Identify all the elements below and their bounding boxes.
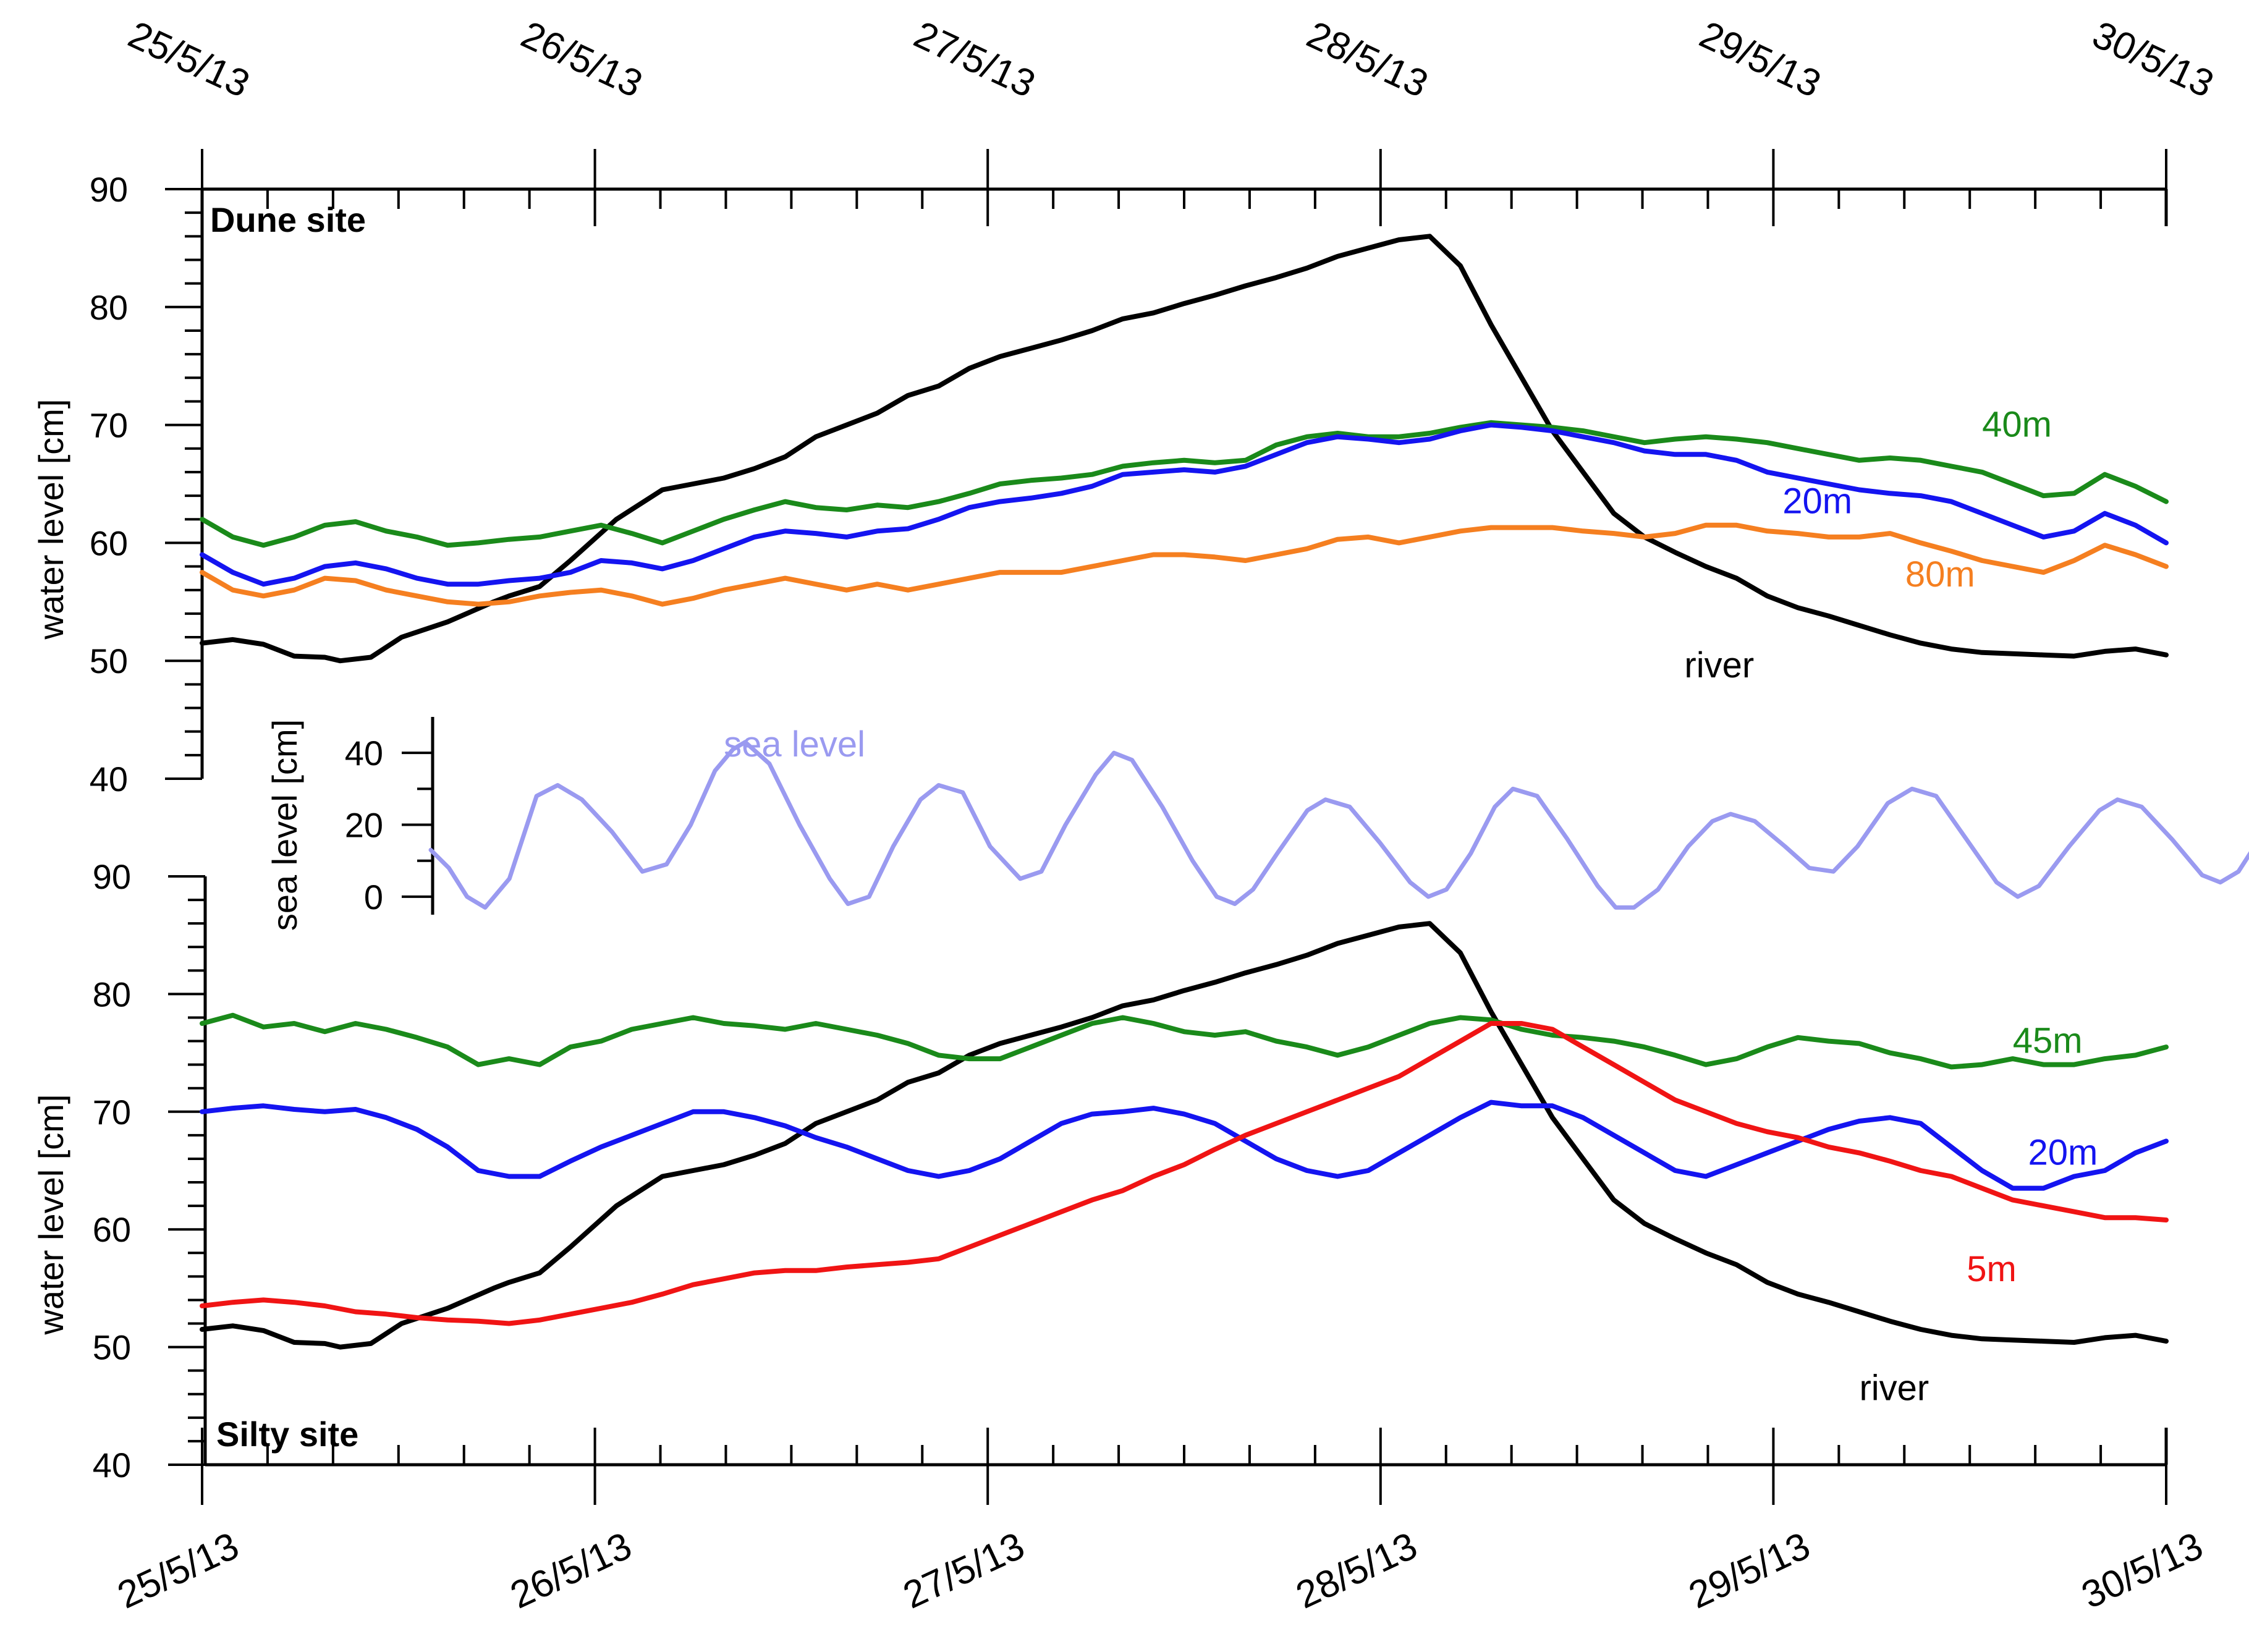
annotation-dune-20m: 20m: [1782, 481, 1852, 522]
sea-y-tick-label: 20: [345, 806, 383, 845]
silty-series-river: [200, 921, 2169, 1350]
silty-series-45m: [200, 1012, 2169, 1070]
bottom-date-label: 27/5/13: [897, 1524, 1031, 1617]
silty-y-tick-label: 80: [93, 975, 131, 1014]
annotation-sea-sealevel: sea level: [724, 724, 865, 765]
bottom-date-label: 29/5/13: [1682, 1524, 1816, 1617]
silty-y-tick-label: 60: [93, 1210, 131, 1249]
annotation-dune-river: river: [1684, 645, 1754, 685]
annotation-silty-5m: 5m: [1967, 1249, 2017, 1289]
dune-site-label: Dune site: [210, 200, 366, 239]
bottom-date-axis: 25/5/13 26/5/13 27/5/13 28/5/13 29/5/13 30/5/…: [111, 1524, 2209, 1617]
silty-y-tick-label: 70: [93, 1093, 131, 1132]
dune-y-tick-label: 70: [90, 406, 128, 445]
silty-site-panel: Silty site water level [cm] 40 50 60 70 80 90: [32, 857, 2169, 1505]
bottom-date-label: 26/5/13: [504, 1524, 638, 1617]
dune-series-20m: [200, 422, 2169, 587]
dune-site-panel: Dune site water level [cm] 40 50 60 70 80 90: [32, 149, 2169, 798]
dune-series-40m: [200, 420, 2169, 548]
annotation-silty-river: river: [1859, 1368, 1929, 1408]
dune-y-tick-label: 60: [90, 523, 128, 562]
dune-y-tick-label: 80: [90, 288, 128, 327]
annotation-silty-45m: 45m: [2013, 1021, 2083, 1061]
top-date-label: 28/5/13: [1300, 13, 1434, 106]
silty-y-tick-label: 50: [93, 1328, 131, 1367]
silty-y-axis-title: water level [cm]: [32, 1095, 70, 1336]
sea-y-tick-label: 40: [345, 734, 383, 773]
silty-y-tick-label: 90: [93, 857, 131, 896]
sea-y-tick-label: 0: [364, 878, 383, 917]
annotation-dune-40m: 40m: [1982, 405, 2052, 445]
silty-series-20m: [200, 1099, 2169, 1191]
dune-y-tick-label: 40: [90, 760, 128, 798]
sea-level-panel: sea level [cm] 0 20 40: [265, 717, 2249, 931]
dune-y-tick-label: 90: [90, 170, 128, 209]
series-annotations: 40m 20m 80m river sea level 45m 20m 5m river: [724, 405, 2098, 1408]
top-date-label: 26/5/13: [515, 13, 649, 106]
silty-y-tick-label: 40: [93, 1446, 131, 1485]
dune-y-axis-title: water level [cm]: [32, 399, 70, 640]
top-date-axis: 25/5/13 26/5/13 27/5/13 28/5/13 29/5/13 30/5/…: [122, 13, 2220, 106]
dune-y-tick-label: 50: [90, 642, 128, 680]
top-date-label: 25/5/13: [122, 13, 256, 106]
silty-series-5m: [200, 1021, 2169, 1326]
sea-level-series: [428, 740, 2249, 910]
dune-series-river: [200, 234, 2169, 664]
bottom-date-label: 30/5/13: [2075, 1524, 2209, 1617]
annotation-dune-80m: 80m: [1905, 554, 1975, 595]
annotation-silty-20m: 20m: [2028, 1132, 2098, 1172]
bottom-date-label: 28/5/13: [1290, 1524, 1424, 1617]
sea-level-y-axis-title: sea level [cm]: [265, 719, 304, 931]
top-date-label: 29/5/13: [1693, 13, 1828, 106]
top-date-label: 30/5/13: [2086, 13, 2220, 106]
top-date-label: 27/5/13: [908, 13, 1042, 106]
silty-site-label: Silty site: [216, 1415, 358, 1454]
dune-series-80m: [200, 522, 2169, 607]
bottom-date-label: 25/5/13: [111, 1524, 245, 1617]
